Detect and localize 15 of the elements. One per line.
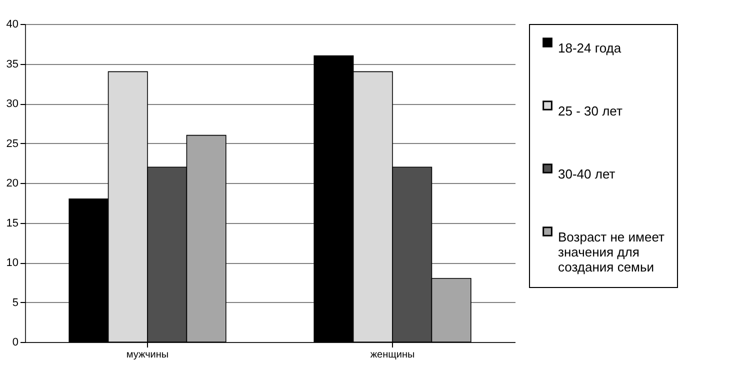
legend-label: Возраст не имеет значения для создания семьи	[558, 230, 664, 274]
y-tick-label: 5	[12, 296, 18, 309]
y-tick-label: 0	[12, 336, 18, 348]
legend-label: 30-40 лет	[558, 166, 616, 182]
legend-label: 25 - 30 лет	[558, 104, 622, 118]
legend-label: 18-24 года	[558, 40, 622, 56]
y-tick-label: 35	[6, 58, 18, 70]
x-tick-label: женщины	[370, 350, 415, 360]
y-tick-label: 15	[6, 217, 18, 230]
y-tick-label: 10	[6, 257, 18, 269]
y-tick-label: 20	[6, 178, 18, 190]
y-tick-label: 30	[6, 98, 18, 110]
y-tick-label: 25	[6, 138, 18, 150]
x-tick-label: мужчины	[126, 350, 169, 360]
y-tick-label: 40	[6, 18, 18, 30]
